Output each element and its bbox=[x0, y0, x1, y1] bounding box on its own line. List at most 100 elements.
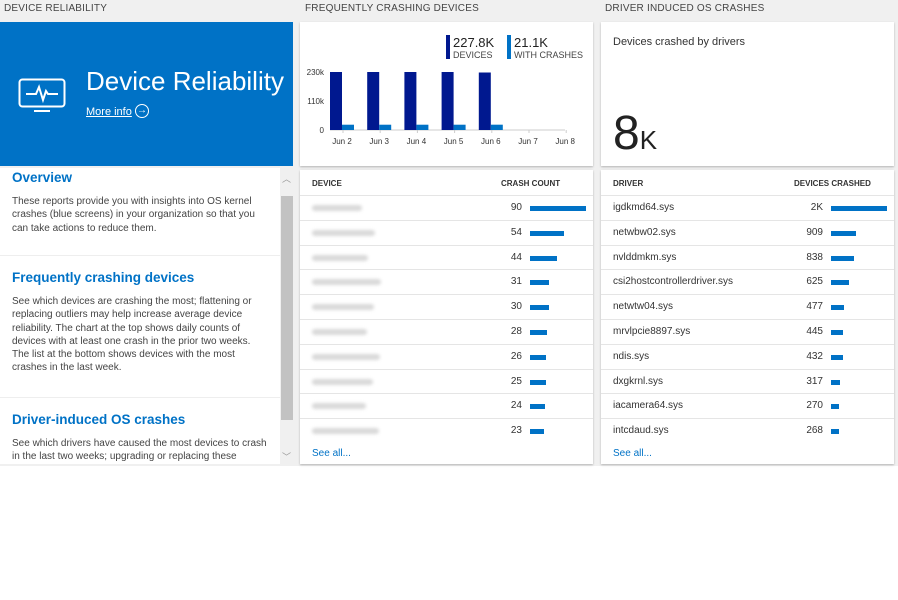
summary-label: Devices crashed by drivers bbox=[613, 36, 746, 48]
y-tick-label: 0 bbox=[320, 126, 325, 135]
crashing-devices-chart: 0 110k 230k Jun 2 Jun 3 Jun 4 Jun 5 Jun 6 Jun 7 J… bbox=[307, 35, 583, 146]
info-text: See which devices are crashing the most;… bbox=[12, 296, 252, 374]
driver-name: igdkmd64.sys bbox=[613, 202, 675, 213]
count-bar bbox=[831, 305, 845, 311]
info-heading: Frequently crashing devices bbox=[12, 270, 195, 285]
table-row[interactable]: iacamera64.sys 270 bbox=[601, 393, 894, 418]
count: 445 bbox=[806, 326, 823, 337]
tile-title: Device Reliability bbox=[86, 66, 284, 96]
device-name-redacted bbox=[312, 229, 375, 236]
table-row[interactable]: dxgkrnl.sys 317 bbox=[601, 368, 894, 394]
summary-number: 8 bbox=[613, 107, 640, 160]
legend-label: WITH CRASHES bbox=[514, 50, 583, 60]
more-info-link[interactable]: More info bbox=[86, 106, 132, 118]
table-row[interactable]: mrvlpcie8897.sys 445 bbox=[601, 319, 894, 344]
x-tick-label: Jun 4 bbox=[407, 137, 427, 146]
y-tick-label: 110k bbox=[307, 97, 325, 106]
count-bar bbox=[831, 230, 857, 236]
table-row[interactable]: intcdaud.sys 268 bbox=[601, 418, 894, 443]
drivers-summary-card[interactable]: Devices crashed by drivers 8K bbox=[601, 22, 894, 166]
table-row[interactable]: 23 bbox=[300, 418, 593, 443]
legend-swatch bbox=[507, 35, 511, 59]
legend-value: 227.8K bbox=[453, 35, 495, 50]
table-row[interactable]: 31 bbox=[300, 269, 593, 294]
count: 270 bbox=[806, 400, 823, 412]
table-row[interactable]: nvlddmkm.sys 838 bbox=[601, 244, 894, 270]
table-row[interactable]: 44 bbox=[300, 244, 593, 270]
count-bar bbox=[530, 330, 548, 335]
count: 44 bbox=[510, 251, 522, 263]
count-bar bbox=[831, 255, 855, 261]
info-frequently-crashing: Frequently crashing devices See which dev… bbox=[0, 256, 280, 398]
count-bar bbox=[530, 255, 558, 261]
y-tick-label: 230k bbox=[307, 68, 325, 77]
count: 2K bbox=[810, 202, 823, 213]
table-row[interactable]: 54 bbox=[300, 219, 593, 245]
count: 24 bbox=[510, 400, 522, 412]
table-row[interactable]: netwbw02.sys 909 bbox=[601, 219, 894, 245]
table-row[interactable]: 26 bbox=[300, 343, 593, 369]
count: 90 bbox=[510, 202, 522, 213]
see-all-link[interactable]: See all... bbox=[613, 448, 652, 459]
device-name-redacted bbox=[312, 329, 367, 335]
driver-name: nvlddmkm.sys bbox=[613, 251, 677, 263]
x-tick-label: Jun 2 bbox=[332, 137, 352, 146]
count-bar bbox=[831, 280, 849, 286]
table-row[interactable]: 90 bbox=[300, 195, 593, 220]
scroll-down-icon[interactable]: ﹀ bbox=[282, 452, 292, 462]
table-row[interactable]: 24 bbox=[300, 393, 593, 418]
scrollbar[interactable]: ︿ ﹀ bbox=[280, 168, 294, 464]
count-bar bbox=[530, 206, 586, 211]
device-name-redacted bbox=[312, 304, 374, 311]
legend-swatch bbox=[446, 35, 450, 59]
with-crashes-bar bbox=[379, 124, 392, 130]
arrow-right-circle-icon[interactable]: → bbox=[135, 104, 149, 118]
device-name-redacted bbox=[312, 279, 381, 286]
with-crashes-bar bbox=[342, 124, 354, 130]
driver-name: intcdaud.sys bbox=[613, 425, 669, 437]
info-overview: Overview These reports provide you with i… bbox=[0, 168, 280, 256]
devices-bar bbox=[404, 72, 417, 130]
count: 432 bbox=[806, 350, 823, 362]
info-driver-crashes: Driver-induced OS crashes See which drive… bbox=[0, 398, 280, 464]
scrollbar-thumb[interactable] bbox=[281, 196, 293, 420]
drivers-table: DRIVER DEVICES CRASHED See all... igdkmd… bbox=[601, 170, 894, 464]
devices-bar bbox=[367, 72, 380, 130]
scroll-up-icon[interactable]: ︿ bbox=[282, 174, 292, 184]
count: 26 bbox=[510, 350, 522, 362]
count: 477 bbox=[806, 301, 823, 313]
x-tick-label: Jun 6 bbox=[481, 137, 501, 146]
count-bar bbox=[530, 404, 545, 410]
count: 30 bbox=[510, 301, 522, 313]
driver-name: netwtw04.sys bbox=[613, 301, 674, 313]
table-row[interactable]: igdkmd64.sys 2K bbox=[601, 195, 894, 220]
driver-name: ndis.sys bbox=[613, 350, 650, 362]
table-row[interactable]: ndis.sys 432 bbox=[601, 343, 894, 369]
count: 909 bbox=[806, 226, 823, 238]
devices-bar bbox=[478, 72, 491, 130]
table-row[interactable]: 30 bbox=[300, 294, 593, 319]
table-row[interactable]: 28 bbox=[300, 319, 593, 344]
count-bar bbox=[831, 206, 887, 211]
see-all-link[interactable]: See all... bbox=[312, 448, 351, 459]
device-name-redacted bbox=[312, 378, 373, 385]
count: 317 bbox=[806, 375, 823, 387]
count: 31 bbox=[510, 276, 522, 288]
count-bar bbox=[530, 429, 545, 435]
section-title: DRIVER INDUCED OS CRASHES bbox=[605, 3, 765, 14]
info-panel: Overview These reports provide you with i… bbox=[0, 168, 294, 464]
count-bar bbox=[530, 230, 564, 236]
device-name-redacted bbox=[312, 254, 368, 261]
table-row[interactable]: csi2hostcontrollerdriver.sys 625 bbox=[601, 269, 894, 294]
info-text: See which drivers have caused the most d… bbox=[12, 438, 267, 463]
device-reliability-tile[interactable]: Device Reliability More info → bbox=[0, 22, 293, 166]
table-row[interactable]: netwtw04.sys 477 bbox=[601, 294, 894, 319]
column-header: DRIVER bbox=[613, 179, 644, 188]
driver-name: netwbw02.sys bbox=[613, 226, 676, 238]
count: 25 bbox=[510, 375, 522, 387]
crashing-chart-card[interactable]: 0 110k 230k Jun 2 Jun 3 Jun 4 Jun 5 Jun 6 Jun 7 J… bbox=[300, 22, 593, 166]
table-row[interactable]: 25 bbox=[300, 368, 593, 394]
x-tick-label: Jun 8 bbox=[555, 137, 575, 146]
with-crashes-bar bbox=[453, 124, 466, 130]
device-name-redacted bbox=[312, 353, 380, 360]
